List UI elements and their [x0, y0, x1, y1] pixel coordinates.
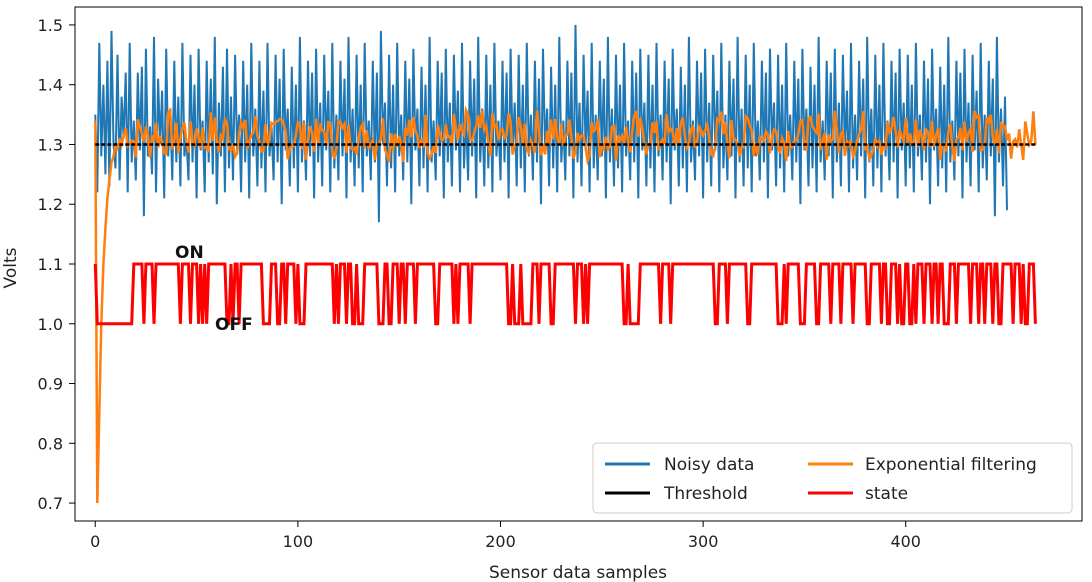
plot-area — [93, 24, 1037, 504]
y-tick-label: 1.3 — [38, 135, 63, 154]
y-tick-label: 0.9 — [38, 375, 63, 394]
y-tick-label: 0.8 — [38, 434, 63, 453]
series-exponential-filtering — [94, 105, 1037, 504]
y-axis-ticks: 0.7 0.8 0.9 1.0 1.1 1.2 1.3 1.4 1.5 — [38, 16, 75, 513]
x-axis-label: Sensor data samples — [489, 563, 667, 582]
series-noisy-data — [94, 24, 1008, 223]
x-axis-ticks: 0 100 200 300 400 — [90, 521, 921, 551]
annotation-off: OFF — [215, 315, 253, 335]
x-tick-label: 300 — [688, 532, 719, 551]
y-tick-label: 1.1 — [38, 255, 63, 274]
x-tick-label: 0 — [90, 532, 100, 551]
legend-label-state: state — [865, 484, 908, 504]
legend: Noisy data Exponential filtering Thresho… — [592, 442, 1073, 514]
legend-label-exponential-filtering: Exponential filtering — [865, 455, 1037, 475]
legend-box — [592, 442, 1073, 514]
y-tick-label: 1.2 — [38, 195, 63, 214]
series-state — [93, 262, 1037, 326]
x-tick-label: 200 — [485, 532, 516, 551]
x-tick-label: 100 — [283, 532, 314, 551]
annotation-on: ON — [175, 243, 204, 263]
x-tick-label: 400 — [890, 532, 921, 551]
y-tick-label: 1.5 — [38, 16, 63, 35]
y-tick-label: 1.0 — [38, 315, 63, 334]
legend-label-threshold: Threshold — [663, 484, 748, 504]
legend-label-noisy-data: Noisy data — [664, 455, 754, 475]
y-axis-label: Volts — [1, 247, 21, 288]
y-tick-label: 1.4 — [38, 76, 63, 95]
y-tick-label: 0.7 — [38, 494, 63, 513]
